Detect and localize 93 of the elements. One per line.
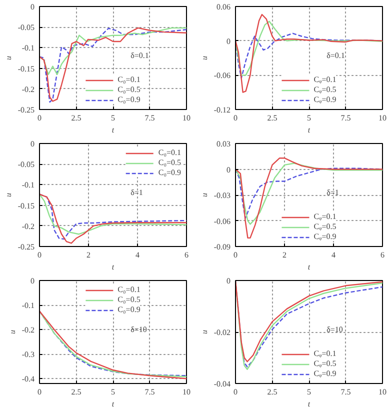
x-tick-label: 5 — [111, 388, 115, 396]
y-tick-label: -0.02 — [214, 328, 231, 337]
y-axis-title: u — [8, 330, 17, 334]
legend-label: Cᵩ=0.5 — [314, 85, 336, 94]
x-tick-label: 4 — [332, 250, 336, 260]
x-tick-label: 7.5 — [144, 114, 155, 122]
legend-label: Cᵩ=0.9 — [314, 95, 336, 104]
y-tick-label: -0.05 — [18, 160, 35, 170]
y-tick-label: -0.15 — [18, 64, 35, 74]
y-tick-label: -0.25 — [18, 106, 35, 114]
legend-label: C₀=0.9 — [158, 168, 181, 177]
x-axis-title: t — [112, 126, 115, 134]
x-axis-title: t — [308, 400, 311, 408]
legend-label: Cᵩ=0.5 — [314, 222, 336, 231]
x-tick-label: 6 — [380, 250, 384, 260]
y-tick-label: -0.04 — [214, 380, 231, 388]
annotation: δ=0.1 — [326, 51, 345, 60]
legend-label: C₀=0.1 — [158, 148, 181, 157]
legend-label: Cᵩ=0.5 — [314, 359, 336, 368]
legend-label: Cᵩ=0.9 — [314, 369, 336, 378]
x-tick-label: 10 — [182, 114, 190, 122]
y-tick-label: -0.2 — [22, 326, 35, 335]
annotation: δ=1 — [326, 188, 339, 198]
legend-label: Cᵩ=0.1 — [314, 349, 336, 358]
x-tick-label: 10 — [182, 388, 190, 396]
y-tick-label: 0.03 — [216, 140, 230, 148]
y-tick-label: -0.06 — [214, 71, 231, 80]
y-tick-label: -0.2 — [22, 222, 35, 231]
y-tick-label: -0.2 — [22, 84, 35, 94]
x-tick-label: 5 — [111, 114, 115, 122]
annotation: δ=10 — [130, 325, 147, 334]
annotation: δ=10 — [326, 325, 343, 334]
legend-label: C₀=0.1 — [118, 75, 140, 84]
legend-label: C₀=0.1 — [118, 285, 140, 294]
legend-label: C₀=0.9 — [118, 305, 140, 314]
y-tick-label: -0.3 — [22, 350, 35, 360]
x-tick-label: 10 — [378, 114, 386, 122]
legend-label: Cᵩ=0.1 — [314, 212, 336, 221]
x-axis-title: t — [308, 126, 311, 134]
x-tick-label: 7.5 — [144, 388, 155, 396]
x-axis-title: t — [112, 400, 115, 408]
y-axis-title: u — [200, 330, 209, 334]
y-tick-label: -0.1 — [22, 301, 35, 310]
x-tick-label: 0 — [234, 388, 238, 396]
x-axis-title: t — [112, 262, 115, 272]
y-tick-label: -0.1 — [22, 180, 35, 190]
x-tick-label: 6 — [184, 250, 188, 260]
x-tick-label: 0 — [38, 250, 42, 260]
x-tick-label: 0 — [38, 114, 42, 122]
x-tick-label: 10 — [378, 388, 386, 396]
y-tick-label: 0 — [226, 276, 230, 286]
x-tick-label: 2.5 — [267, 388, 278, 396]
y-tick-label: 0 — [30, 140, 34, 148]
y-tick-label: -0.1 — [22, 44, 35, 53]
y-tick-label: 0 — [30, 276, 34, 286]
y-axis-title: u — [4, 193, 13, 197]
x-tick-label: 7.5 — [340, 114, 351, 122]
y-tick-label: -0.4 — [22, 374, 35, 384]
legend-label: C₀=0.5 — [158, 158, 181, 167]
x-tick-label: 0 — [38, 388, 42, 396]
legend-label: Cᵩ=0.9 — [314, 232, 336, 241]
y-tick-label: 0 — [30, 2, 34, 12]
x-tick-label: 2.5 — [71, 388, 82, 396]
x-tick-label: 0 — [234, 250, 238, 260]
x-axis-title: t — [308, 262, 311, 272]
legend-label: Cᵩ=0.1 — [314, 75, 336, 84]
annotation: δ=0.1 — [130, 51, 149, 60]
x-tick-label: 2.5 — [71, 114, 82, 122]
x-tick-label: 2 — [282, 250, 286, 260]
y-axis-title: u — [4, 56, 13, 60]
y-axis-title: u — [200, 193, 209, 197]
y-tick-label: 0 — [226, 36, 230, 46]
y-tick-label: -0.06 — [214, 216, 231, 226]
y-tick-label: -0.09 — [214, 242, 231, 252]
x-tick-label: 2 — [86, 250, 90, 260]
y-tick-label: -0.15 — [18, 201, 35, 210]
y-tick-label: 0 — [226, 165, 230, 174]
legend-label: C₀=0.5 — [118, 85, 140, 94]
x-tick-label: 5 — [307, 114, 311, 122]
y-tick-label: -0.25 — [18, 242, 35, 252]
y-tick-label: -0.03 — [214, 191, 231, 200]
annotation: δ=1 — [130, 188, 143, 198]
x-tick-label: 0 — [234, 114, 238, 122]
y-tick-label: -0.05 — [18, 23, 35, 32]
x-tick-label: 4 — [136, 250, 140, 260]
y-tick-label: -0.12 — [214, 106, 231, 114]
x-tick-label: 7.5 — [340, 388, 351, 396]
legend-label: C₀=0.9 — [118, 95, 140, 104]
x-tick-label: 5 — [307, 388, 311, 396]
y-tick-label: 0.06 — [216, 2, 230, 12]
y-axis-title: u — [200, 56, 209, 60]
legend-label: C₀=0.5 — [118, 295, 140, 304]
x-tick-label: 2.5 — [267, 114, 278, 122]
